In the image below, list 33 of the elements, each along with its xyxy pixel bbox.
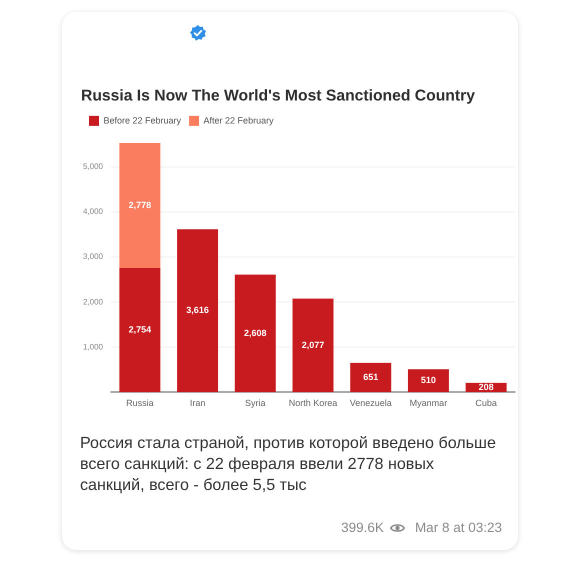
bar <box>234 274 276 392</box>
x-tick-label: Myanmar <box>410 398 448 408</box>
data-label: 2,608 <box>244 328 267 338</box>
data-label: 651 <box>363 372 378 382</box>
y-tick-label: 5,000 <box>82 162 104 172</box>
x-tick-label: Syria <box>245 398 266 408</box>
data-label: 2,077 <box>302 340 324 350</box>
legend-label: After 22 February <box>204 115 274 126</box>
legend-label: Before 22 February <box>104 115 182 126</box>
bar <box>119 142 160 268</box>
data-label: 510 <box>420 375 436 386</box>
text: Россия стала страной, против которой введено больше всего санкций: с 22 февраля ввели 2778 новых санкций, всего - более 5,5 тыс <box>80 433 497 496</box>
data-label: 2,778 <box>128 200 152 210</box>
y-tick-label: 1,000 <box>82 342 104 352</box>
bar <box>292 298 334 392</box>
x-tick-label: Cuba <box>475 398 497 408</box>
data-label: 208 <box>478 382 494 392</box>
text: 399.6K <box>341 519 384 537</box>
bar <box>119 268 160 392</box>
x-tick-label: North Korea <box>288 398 338 408</box>
data-label: 2,754 <box>128 324 152 335</box>
bar <box>177 229 218 392</box>
x-tick-label: Russia <box>126 398 154 408</box>
x-tick-label: Venezuela <box>350 398 392 408</box>
y-tick-label: 3,000 <box>82 252 104 262</box>
y-tick-label: 4,000 <box>82 207 104 216</box>
x-tick-label: Iran <box>190 398 206 408</box>
text: Mar 8 at 03:23 <box>414 519 502 537</box>
bar <box>408 369 449 392</box>
bar <box>350 362 392 392</box>
chart-title: Russia Is Now The World's Most Sanctioned Country <box>81 88 476 105</box>
y-tick-label: 2,000 <box>82 297 104 306</box>
data-label: 3,616 <box>186 305 209 316</box>
